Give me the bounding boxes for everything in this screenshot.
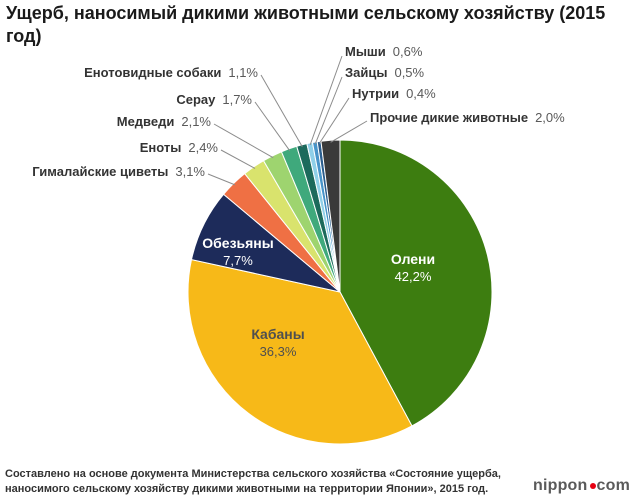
animal-percent: 2,1%	[181, 114, 211, 129]
callout-line-hares	[314, 76, 343, 145]
animal-name: Мыши	[345, 44, 386, 59]
animal-name: Серау	[176, 92, 216, 107]
animal-percent: 0,5%	[394, 65, 425, 80]
animal-percent: 0,4%	[406, 86, 436, 101]
callout-line-bears	[213, 123, 274, 159]
callout-label-masked-palm-civets: Гималайские циветы 3,1%	[32, 164, 205, 180]
animal-percent: 1,7%	[222, 92, 252, 107]
animal-name: Нутрии	[352, 86, 400, 101]
source-note: Составлено на основе документа Министерс…	[5, 467, 501, 495]
animal-percent: 42,2%	[394, 269, 432, 284]
callout-label-hares: Зайцы 0,5%	[345, 65, 424, 81]
animal-percent: 3,1%	[175, 164, 205, 179]
pie-slice-deer	[339, 139, 493, 427]
slice-label-wild-boars: Кабаны 36,3%	[213, 325, 343, 361]
animal-name: Прочие дикие животные	[370, 110, 529, 125]
animal-percent: 7,7%	[223, 253, 253, 268]
animal-name: Зайцы	[345, 65, 388, 80]
animal-percent: 2,0%	[535, 110, 565, 125]
callout-line-serows	[254, 101, 291, 151]
animal-name: Енотовидные собаки	[84, 65, 222, 80]
animal-percent: 0,6%	[392, 44, 423, 59]
callout-line-raccoon-dogs	[260, 74, 303, 148]
slice-label-deer: Олени 42,2%	[348, 250, 478, 286]
animal-percent: 36,3%	[259, 344, 297, 359]
animal-name: Гималайские циветы	[32, 164, 169, 179]
animal-name: Кабаны	[251, 326, 305, 342]
chart-title: Ущерб, наносимый дикими животными сельск…	[6, 3, 606, 46]
callout-line-raccoons	[220, 149, 256, 169]
pie-slice-wild-boars	[187, 258, 413, 445]
animal-percent: 2,4%	[188, 140, 218, 155]
callout-line-mice	[309, 55, 343, 146]
callout-line-other-wild-animals	[330, 120, 368, 143]
animal-percent: 1,1%	[228, 65, 258, 80]
animal-name: Еноты	[139, 140, 182, 155]
logo-prefix: nippon	[532, 477, 588, 494]
callout-label-raccoon-dogs: Енотовидные собаки 1,1%	[84, 65, 258, 81]
animal-name: Медведи	[116, 114, 175, 129]
callout-label-mice: Мыши 0,6%	[345, 44, 422, 60]
animal-name: Олени	[390, 251, 436, 267]
callout-label-serows: Серау 1,7%	[176, 92, 252, 108]
logo-suffix: com	[596, 477, 630, 494]
callout-line-nutria	[318, 97, 350, 144]
callout-line-masked-palm-civets	[207, 173, 236, 186]
animal-name: Обезьяны	[202, 235, 274, 251]
callout-label-nutria: Нутрии 0,4%	[352, 86, 436, 102]
slice-label-monkeys: Обезьяны 7,7%	[173, 234, 303, 270]
nippon-logo: nippon com	[533, 477, 630, 495]
logo-red-dot-icon	[589, 483, 596, 489]
callout-label-bears: Медведи 2,1%	[117, 114, 211, 130]
callout-label-raccoons: Еноты 2,4%	[140, 140, 218, 156]
callout-label-other-wild-animals: Прочие дикие животные 2,0%	[370, 110, 565, 126]
